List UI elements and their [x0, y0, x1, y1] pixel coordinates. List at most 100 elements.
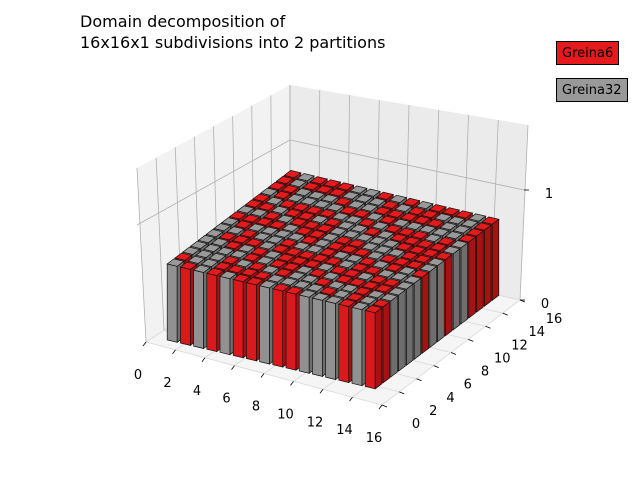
bar-top-face [306, 283, 325, 292]
bar-top-face [244, 238, 264, 247]
bar-top-face [321, 233, 340, 242]
bar-side-face [406, 283, 414, 366]
x-tick-mark-1 [172, 349, 176, 355]
bar-top-face [384, 263, 404, 272]
bar-top-face [345, 292, 365, 302]
bar-top-face [297, 250, 317, 259]
y-tick-label-3: 6 [464, 378, 472, 393]
bar-top-face [276, 214, 295, 223]
bar-top-face [355, 272, 375, 281]
bar-top-face [255, 256, 275, 265]
x-tick-label-6: 12 [307, 415, 324, 430]
bar-top-face [342, 230, 361, 239]
bar-top-face [324, 295, 344, 304]
bar-top-face [382, 278, 401, 287]
bar-top-face [305, 244, 324, 253]
bar-top-face [285, 286, 304, 295]
bar-top-face [205, 267, 225, 276]
bar-top-face [336, 221, 356, 230]
z-tick-label-0: 0 [541, 297, 549, 312]
bar-top-face [213, 223, 232, 232]
bar-side-face [437, 259, 445, 343]
y-tick-mark-6 [485, 325, 491, 329]
bar-top-face [439, 222, 458, 231]
bar-top-face [292, 241, 311, 250]
bar-top-face [302, 220, 321, 230]
bar-top-face [274, 268, 293, 277]
bar-side-face [484, 224, 492, 307]
bar-top-face [374, 284, 393, 293]
bar-top-face [276, 253, 296, 262]
bar-top-face [363, 227, 382, 236]
bar-front-face [338, 303, 350, 384]
bar-top-face [307, 229, 327, 239]
bar-top-face [249, 208, 269, 217]
bar-top-face [344, 215, 363, 224]
bar-side-face [452, 248, 461, 331]
bar-top-face [221, 256, 240, 265]
chart-title-line1: Domain decomposition of [80, 12, 286, 31]
bar-top-face [444, 231, 464, 240]
bar-top-face [362, 188, 381, 197]
y-tick-label-6: 12 [511, 338, 528, 353]
bar-top-face [354, 194, 374, 203]
bar-top-face [216, 247, 235, 256]
bar-top-face [265, 235, 285, 244]
bar-top-face [301, 182, 321, 191]
bar-top-face [405, 221, 424, 230]
bar-top-face [297, 211, 316, 221]
bar-top-face [223, 241, 243, 250]
bar-front-face [312, 297, 323, 377]
x-tick-mark-4 [260, 373, 265, 378]
x-tick-label-8: 16 [366, 431, 383, 446]
bar-top-face [286, 193, 305, 203]
y-tick-mark-2 [416, 378, 422, 382]
bar-top-face [259, 187, 279, 196]
bar-top-face [387, 287, 407, 296]
bar-top-face [342, 269, 362, 278]
y-tick-mark-5 [468, 339, 474, 342]
bar-top-face [384, 224, 403, 233]
bar-top-face [261, 265, 280, 274]
bar-top-face [307, 191, 326, 200]
x-tick-label-0: 0 [134, 368, 142, 383]
x-tick-mark-6 [319, 389, 324, 394]
bar-top-face [232, 274, 251, 283]
bar-top-face [294, 188, 313, 197]
bar-top-face [202, 243, 222, 253]
bar-top-face [473, 222, 492, 231]
bar-front-face [298, 294, 310, 374]
bar-top-face [347, 239, 366, 248]
back-grid-z-1 [289, 139, 525, 191]
bar-top-face [316, 262, 335, 271]
bar-top-face [271, 244, 290, 253]
bar-top-face [242, 253, 261, 262]
bar-top-face [334, 236, 353, 245]
bar-top-face [346, 200, 366, 209]
bar-top-face [447, 216, 466, 225]
bar-top-face [452, 225, 471, 234]
bar-top-face [388, 194, 408, 203]
legend-label-greina6: Greina6 [562, 46, 614, 61]
bar-side-face [468, 236, 476, 319]
bar-top-face [240, 268, 259, 277]
bar-top-face [329, 265, 348, 275]
bar-top-face [379, 293, 399, 302]
bar-top-face [411, 269, 430, 278]
x-tick-mark-3 [231, 365, 235, 370]
bar-top-face [311, 292, 330, 301]
bar-top-face [286, 232, 306, 241]
bar-front-face [166, 263, 178, 343]
bar-top-face [324, 256, 343, 266]
bar-top-face [325, 203, 345, 212]
bar-front-face [232, 278, 244, 359]
bar-top-face [431, 228, 450, 237]
bar-front-face [206, 272, 218, 353]
bar-side-face [398, 289, 406, 372]
bar-side-face [429, 265, 437, 349]
bar-top-face [358, 257, 377, 266]
bar-top-face [239, 229, 258, 238]
bar-top-face [218, 232, 237, 241]
chart-title-line2: 16x16x1 subdivisions into 2 partitions [80, 33, 386, 52]
bar-top-face [247, 262, 267, 271]
